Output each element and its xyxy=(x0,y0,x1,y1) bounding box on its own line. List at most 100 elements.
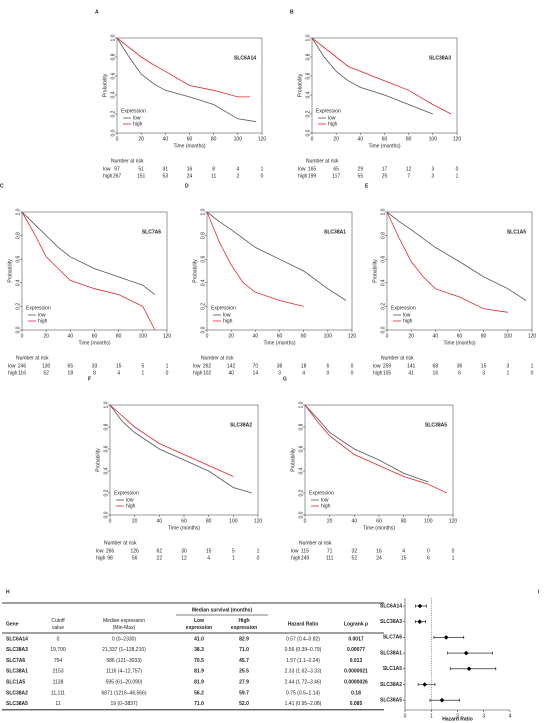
x-tick-label: 0 xyxy=(304,518,307,524)
table-header: Median expression xyxy=(103,618,145,624)
risk-count: 141 xyxy=(407,363,416,369)
panel-title: SLC7A6 xyxy=(142,229,161,235)
table-cell: SLC38A2 xyxy=(6,690,28,696)
y-tick-label: 0.0 xyxy=(103,511,109,518)
risk-count: 8 xyxy=(93,370,96,376)
x-tick-label: 60 xyxy=(92,333,98,339)
y-tick-label: 0.6 xyxy=(15,256,21,263)
x-axis-label: Time (months) xyxy=(173,143,205,149)
y-axis-label: Probability xyxy=(95,448,101,472)
y-tick-label: 0.0 xyxy=(15,326,21,333)
x-axis-label: Time (months) xyxy=(263,340,295,346)
risk-count: 15 xyxy=(401,555,407,561)
risk-count: 1 xyxy=(452,555,455,561)
legend-label: high xyxy=(133,121,143,127)
x-tick-label: 2 xyxy=(456,713,459,719)
y-axis-label: Probability xyxy=(290,448,296,472)
x-tick-label: 40 xyxy=(163,136,169,142)
legend-label: low xyxy=(403,312,411,318)
risk-count: 15 xyxy=(206,548,212,554)
x-tick-label: 40 xyxy=(358,136,364,142)
y-tick-label: 0.2 xyxy=(305,110,311,117)
risk-count: 1 xyxy=(166,363,169,369)
panel-title: SLC38A1 xyxy=(324,229,346,235)
risk-row-label: high xyxy=(8,370,18,376)
risk-count: 1 xyxy=(257,548,260,554)
risk-count: 259 xyxy=(383,363,392,369)
table-cell: 0.57 (0.4–0.82) xyxy=(286,636,320,642)
risk-count: 0 xyxy=(351,370,354,376)
panel-title: SLC38A5 xyxy=(425,422,447,428)
table-cell: 0.18 xyxy=(351,690,361,696)
risk-count: 1 xyxy=(531,363,534,369)
x-tick-label: 100 xyxy=(424,518,433,524)
legend-title: Expression xyxy=(26,305,51,311)
table-cell: 0 (0–2330) xyxy=(112,636,137,642)
risk-count: 1 xyxy=(261,166,264,172)
x-tick-label: 20 xyxy=(228,333,234,339)
table-header: (Min-Max) xyxy=(113,625,136,631)
y-tick-label: 0.2 xyxy=(298,489,304,496)
survival-curve xyxy=(304,404,447,494)
risk-count: 71 xyxy=(327,548,333,554)
y-axis-label: Probability xyxy=(102,73,108,97)
risk-count: 8 xyxy=(212,166,215,172)
risk-count: 14 xyxy=(253,370,259,376)
risk-count: 3 xyxy=(506,363,509,369)
table-header: Low xyxy=(194,618,204,624)
table-header: Cutoff xyxy=(51,618,65,624)
y-tick-label: 0.8 xyxy=(380,232,386,239)
risk-count: 142 xyxy=(227,363,236,369)
risk-row-label: high xyxy=(193,370,203,376)
panel-label: A xyxy=(95,9,99,15)
table-cell: 25.5 xyxy=(239,669,249,675)
x-tick-label: 40 xyxy=(433,333,439,339)
panel-label: C xyxy=(0,183,4,189)
risk-row-label: low xyxy=(291,548,299,554)
y-axis-label: Probability xyxy=(297,73,303,97)
table-header: value xyxy=(52,625,64,631)
table-cell: 1.41 (0.95–2.08) xyxy=(285,701,322,707)
table-cell: 21,337 (1–128,210) xyxy=(102,647,146,653)
risk-count: 68 xyxy=(433,363,439,369)
hazard-point xyxy=(422,682,427,687)
table-cell: 19 (0–3837) xyxy=(111,701,138,707)
risk-row-label: low xyxy=(373,363,381,369)
table-cell: 41.0 xyxy=(194,636,204,642)
y-tick-label: 0.8 xyxy=(298,423,304,430)
risk-title: Number at risk xyxy=(111,158,144,164)
survival-curve xyxy=(311,37,452,115)
risk-count: 126 xyxy=(130,548,139,554)
risk-row-label: low xyxy=(298,166,306,172)
legend-label: high xyxy=(321,503,331,509)
table-cell: 81.9 xyxy=(194,680,204,686)
legend-title: Expression xyxy=(121,108,146,114)
risk-count: 40 xyxy=(228,370,234,376)
table-cell: 52.0 xyxy=(239,701,249,707)
risk-count: 199 xyxy=(308,173,317,179)
table-cell: 595 (61–20,090) xyxy=(106,680,143,686)
risk-count: 30 xyxy=(181,548,187,554)
table-cell: 38.3 xyxy=(194,647,204,653)
y-tick-label: 1.0 xyxy=(200,208,206,215)
risk-count: 4 xyxy=(302,370,305,376)
risk-count: 102 xyxy=(203,370,212,376)
risk-count: 130 xyxy=(42,363,51,369)
y-tick-label: 0.8 xyxy=(200,232,206,239)
survival-curve xyxy=(109,404,252,494)
y-tick-label: 0.8 xyxy=(15,232,21,239)
y-tick-label: 0.6 xyxy=(305,72,311,79)
risk-title: Number at risk xyxy=(299,540,332,546)
x-tick-label: 100 xyxy=(139,333,148,339)
table-cell: 1.57 (1.1–2.24) xyxy=(286,658,320,664)
legend-label: high xyxy=(38,318,48,324)
x-tick-label: 100 xyxy=(234,136,243,142)
y-tick-label: 0.6 xyxy=(110,72,116,79)
x-tick-label: 20 xyxy=(43,333,49,339)
x-tick-label: 100 xyxy=(324,333,333,339)
table-cell: 586 (121–3033) xyxy=(106,658,142,664)
risk-count: 0 xyxy=(257,555,260,561)
hazard-point xyxy=(443,635,449,640)
y-tick-label: 0.4 xyxy=(15,279,21,286)
x-axis-label: Time (months) xyxy=(78,340,110,346)
